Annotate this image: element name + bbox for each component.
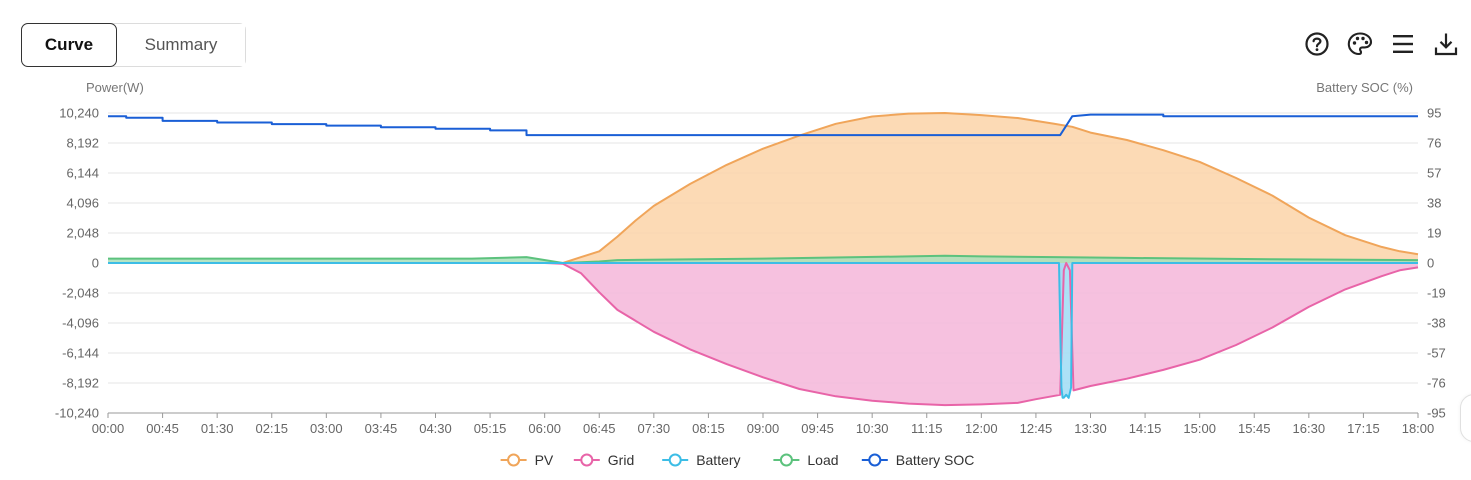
y-right-tick-label: 57: [1427, 166, 1441, 181]
x-tick-label: 06:45: [583, 421, 616, 436]
legend-grid-label: Grid: [608, 452, 634, 468]
x-tick-label: 02:15: [255, 421, 288, 436]
y-axis-left-label: Power(W): [86, 80, 144, 95]
y-right-tick-label: 19: [1427, 226, 1441, 241]
y-right-tick-label: -19: [1427, 286, 1446, 301]
x-tick-label: 08:15: [692, 421, 725, 436]
x-tick-label: 15:45: [1238, 421, 1271, 436]
x-tick-label: 00:45: [146, 421, 179, 436]
y-left-tick-label: 6,144: [66, 166, 99, 181]
x-tick-label: 04:30: [419, 421, 452, 436]
y-right-tick-label: 0: [1427, 256, 1434, 271]
y-left-tick-label: -8,192: [62, 376, 99, 391]
x-tick-label: 17:15: [1347, 421, 1380, 436]
y-right-tick-label: 38: [1427, 196, 1441, 211]
y-left-tick-label: -4,096: [62, 316, 99, 331]
y-left-tick-label: -10,240: [55, 406, 99, 421]
power-chart: 10,240 95 8,192 76 6,144 57 4,096 38 2,048 19 0 0 -2…: [55, 80, 1446, 468]
chart-lines: [108, 112, 1419, 407]
help-icon[interactable]: [1302, 28, 1332, 60]
x-tick-label: 05:15: [474, 421, 507, 436]
chart-toolbar: [1302, 28, 1461, 60]
y-left-tick-label: 10,240: [59, 106, 99, 121]
x-tick-label: 16:30: [1293, 421, 1326, 436]
grid-area: [108, 263, 1418, 406]
x-tick-label: 12:45: [1020, 421, 1053, 436]
legend-battery-soc-marker: [868, 453, 882, 467]
tab-curve[interactable]: Curve: [21, 23, 117, 67]
palette-icon[interactable]: [1345, 28, 1375, 60]
legend-pv-label: PV: [535, 452, 554, 468]
y-right-tick-label: -95: [1427, 406, 1446, 421]
x-tick-label: 01:30: [201, 421, 234, 436]
menu-icon[interactable]: [1388, 28, 1418, 60]
x-tick-label: 09:00: [747, 421, 780, 436]
pv-line: [108, 112, 1419, 264]
x-tick-label: 09:45: [801, 421, 834, 436]
x-tick-label: 03:45: [365, 421, 398, 436]
y-left-tick-label: 4,096: [66, 196, 99, 211]
y-left-tick-label: -6,144: [62, 346, 99, 361]
chart-axes: 10,240 95 8,192 76 6,144 57 4,096 38 2,048 19 0 0 -2…: [55, 106, 1446, 437]
y-left-tick-label: 2,048: [66, 226, 99, 241]
load-line: [108, 254, 1419, 264]
x-tick-label: 00:00: [92, 421, 125, 436]
y-right-tick-label: 76: [1427, 136, 1441, 151]
x-tick-label: 10:30: [856, 421, 889, 436]
x-tick-label: 11:15: [911, 421, 943, 436]
battery-soc-line: [108, 113, 1418, 137]
y-right-tick-label: -76: [1427, 376, 1446, 391]
tab-summary[interactable]: Summary: [117, 24, 245, 66]
legend-battery-marker: [668, 453, 682, 467]
x-tick-label: 12:00: [965, 421, 998, 436]
y-left-tick-label: -2,048: [62, 286, 99, 301]
y-axis-right-label: Battery SOC (%): [1316, 80, 1413, 95]
legend-pv-marker: [507, 453, 521, 467]
x-tick-label: 03:00: [310, 421, 343, 436]
battery-line: [108, 262, 1418, 399]
pv-area: [108, 113, 1418, 263]
y-right-tick-label: -38: [1427, 316, 1446, 331]
y-right-tick-label: 95: [1427, 106, 1441, 121]
legend-battery-label: Battery: [696, 452, 740, 468]
y-left-tick-label: 8,192: [66, 136, 99, 151]
x-tick-label: 13:30: [1074, 421, 1107, 436]
grid-line: [108, 262, 1419, 407]
x-tick-label: 15:00: [1183, 421, 1216, 436]
chart-legend: PV Grid Battery Load Battery SOC: [500, 452, 975, 468]
x-tick-label: 14:15: [1129, 421, 1162, 436]
legend-battery-soc-label: Battery SOC: [896, 452, 975, 468]
x-tick-label: 07:30: [638, 421, 671, 436]
y-left-tick-label: 0: [92, 256, 99, 271]
y-right-tick-label: -57: [1427, 346, 1446, 361]
view-tabs: Curve Summary: [21, 23, 246, 67]
download-icon[interactable]: [1431, 28, 1461, 60]
x-tick-label: 18:00: [1402, 421, 1435, 436]
x-tick-label: 06:00: [528, 421, 561, 436]
legend-load-marker: [779, 453, 793, 467]
legend-grid-marker: [580, 453, 594, 467]
side-panel-handle[interactable]: [1460, 394, 1471, 442]
legend-load-label: Load: [807, 452, 838, 468]
